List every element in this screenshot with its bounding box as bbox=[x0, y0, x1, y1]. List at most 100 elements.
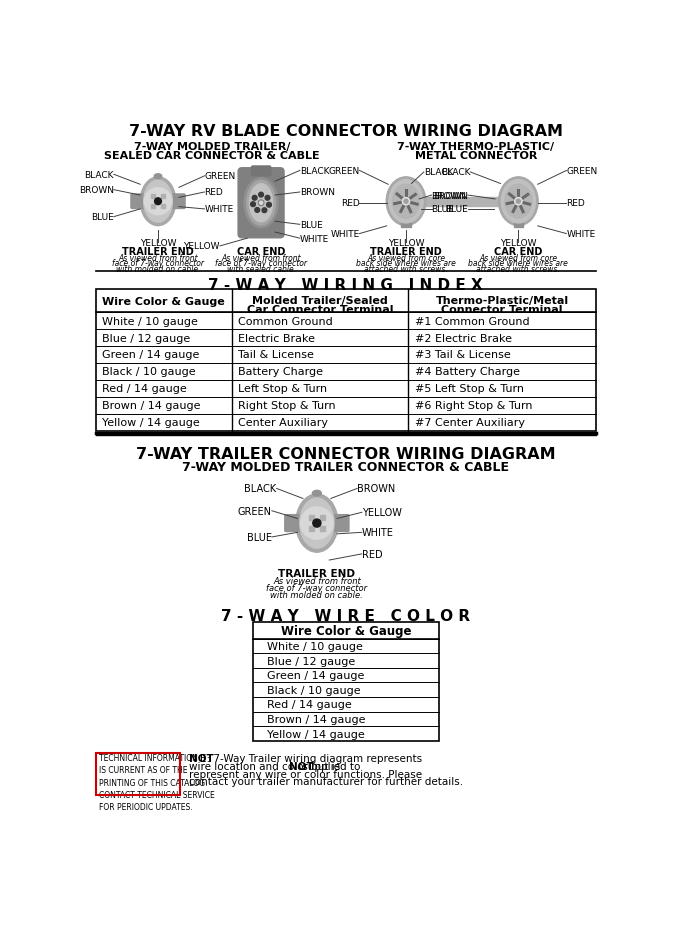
Text: BROWN: BROWN bbox=[433, 191, 468, 200]
Text: NOT: NOT bbox=[289, 761, 313, 771]
Text: Brown / 14 gauge: Brown / 14 gauge bbox=[267, 715, 366, 724]
Text: Green / 14 gauge: Green / 14 gauge bbox=[102, 350, 200, 360]
Text: represent any wire or color functions. Please: represent any wire or color functions. P… bbox=[189, 768, 422, 779]
Ellipse shape bbox=[502, 181, 535, 223]
Text: face of 7-way connector: face of 7-way connector bbox=[267, 583, 367, 592]
Text: YELLOW: YELLOW bbox=[387, 238, 425, 248]
Circle shape bbox=[259, 193, 263, 197]
Text: 7-WAY THERMO-PLASTIC/: 7-WAY THERMO-PLASTIC/ bbox=[397, 142, 554, 152]
Circle shape bbox=[255, 209, 260, 213]
Text: BROWN: BROWN bbox=[79, 186, 114, 195]
Text: White / 10 gauge: White / 10 gauge bbox=[102, 316, 198, 326]
Text: White / 10 gauge: White / 10 gauge bbox=[267, 641, 363, 651]
Text: #7 Center Auxiliary: #7 Center Auxiliary bbox=[414, 418, 524, 427]
Ellipse shape bbox=[313, 490, 321, 497]
Bar bbox=[308, 527, 314, 532]
Text: As viewed from front: As viewed from front bbox=[273, 577, 360, 586]
Text: CAR END: CAR END bbox=[237, 247, 286, 257]
Text: Car Connector Terminal: Car Connector Terminal bbox=[247, 304, 394, 314]
Text: Red / 14 gauge: Red / 14 gauge bbox=[267, 700, 352, 710]
Ellipse shape bbox=[296, 494, 338, 552]
Text: #3 Tail & License: #3 Tail & License bbox=[414, 350, 510, 360]
Text: YELLOW: YELLOW bbox=[500, 238, 537, 248]
Bar bbox=[514, 222, 523, 228]
Ellipse shape bbox=[300, 499, 334, 549]
Text: BLACK: BLACK bbox=[441, 169, 470, 177]
Text: attached with screws.: attached with screws. bbox=[364, 264, 448, 273]
Text: Connector Terminal: Connector Terminal bbox=[441, 304, 563, 314]
Bar bbox=[421, 197, 504, 207]
Text: Wire Color & Gauge: Wire Color & Gauge bbox=[281, 624, 412, 637]
Text: wire location and color but is: wire location and color but is bbox=[189, 761, 344, 771]
Text: face of 7-way connector: face of 7-way connector bbox=[215, 259, 307, 268]
Text: Left Stop & Turn: Left Stop & Turn bbox=[238, 384, 327, 394]
Text: Black / 10 gauge: Black / 10 gauge bbox=[102, 367, 196, 377]
Text: As viewed from front: As viewed from front bbox=[118, 254, 198, 262]
Text: 7-WAY TRAILER CONNECTOR WIRING DIAGRAM: 7-WAY TRAILER CONNECTOR WIRING DIAGRAM bbox=[136, 447, 556, 462]
Text: E: 7-Way Trailer wiring diagram represents: E: 7-Way Trailer wiring diagram represen… bbox=[200, 754, 422, 764]
Text: YELLOW: YELLOW bbox=[140, 238, 176, 248]
Ellipse shape bbox=[389, 181, 423, 223]
FancyBboxPatch shape bbox=[285, 515, 302, 532]
Bar bbox=[161, 205, 165, 209]
Text: BLUE: BLUE bbox=[91, 213, 114, 222]
Text: Thermo-Plastic/Metal: Thermo-Plastic/Metal bbox=[435, 296, 568, 306]
Text: Blue / 12 gauge: Blue / 12 gauge bbox=[102, 333, 190, 343]
Ellipse shape bbox=[244, 179, 278, 229]
Circle shape bbox=[404, 200, 408, 204]
Circle shape bbox=[514, 198, 522, 206]
Ellipse shape bbox=[505, 185, 532, 219]
Text: GREEN: GREEN bbox=[566, 167, 597, 176]
Text: TRAILER END: TRAILER END bbox=[278, 568, 355, 578]
Text: Yellow / 14 gauge: Yellow / 14 gauge bbox=[267, 729, 365, 739]
Text: #4 Battery Charge: #4 Battery Charge bbox=[414, 367, 520, 377]
Text: back side where wires are: back side where wires are bbox=[356, 259, 456, 268]
Bar bbox=[253, 622, 439, 742]
Text: #2 Electric Brake: #2 Electric Brake bbox=[414, 333, 512, 343]
Text: contact your trailer manufacturer for further details.: contact your trailer manufacturer for fu… bbox=[189, 777, 463, 787]
Circle shape bbox=[265, 197, 270, 201]
Text: TRAILER END: TRAILER END bbox=[370, 247, 442, 257]
Text: WHITE: WHITE bbox=[362, 527, 394, 538]
FancyBboxPatch shape bbox=[238, 169, 284, 238]
Circle shape bbox=[252, 197, 257, 201]
Text: RED: RED bbox=[341, 199, 360, 208]
Text: #5 Left Stop & Turn: #5 Left Stop & Turn bbox=[414, 384, 524, 394]
Text: TECHNICAL INFORMATION
IS CURRENT AS OF THE
PRINTING OF THIS CATALOG.
CONTACT TEC: TECHNICAL INFORMATION IS CURRENT AS OF T… bbox=[99, 754, 215, 811]
Text: Electric Brake: Electric Brake bbox=[238, 333, 315, 343]
Bar bbox=[96, 289, 596, 431]
Bar bbox=[320, 527, 325, 532]
Bar bbox=[151, 196, 155, 199]
Text: BROWN: BROWN bbox=[431, 191, 466, 200]
FancyBboxPatch shape bbox=[332, 515, 349, 532]
Ellipse shape bbox=[144, 181, 172, 223]
Text: RED: RED bbox=[205, 188, 223, 197]
Text: BLUE: BLUE bbox=[446, 205, 468, 214]
Ellipse shape bbox=[155, 174, 162, 179]
Text: As viewed from front: As viewed from front bbox=[221, 254, 301, 262]
Text: As viewed from core: As viewed from core bbox=[367, 254, 445, 262]
Circle shape bbox=[155, 198, 161, 206]
Text: CAR END: CAR END bbox=[494, 247, 543, 257]
Text: Right Stop & Turn: Right Stop & Turn bbox=[238, 400, 335, 411]
Circle shape bbox=[313, 519, 321, 527]
Text: SEALED CAR CONNECTOR & CABLE: SEALED CAR CONNECTOR & CABLE bbox=[105, 151, 320, 161]
Text: BLACK: BLACK bbox=[84, 171, 114, 180]
Circle shape bbox=[144, 188, 171, 216]
Ellipse shape bbox=[386, 178, 426, 226]
Text: BLACK: BLACK bbox=[244, 484, 277, 494]
Text: #6 Right Stop & Turn: #6 Right Stop & Turn bbox=[414, 400, 532, 411]
Bar bbox=[151, 205, 155, 209]
Text: WHITE: WHITE bbox=[330, 230, 360, 239]
Text: #1 Common Ground: #1 Common Ground bbox=[414, 316, 529, 326]
Ellipse shape bbox=[250, 184, 273, 222]
Text: Red / 14 gauge: Red / 14 gauge bbox=[102, 384, 187, 394]
Text: METAL CONNECTOR: METAL CONNECTOR bbox=[414, 151, 537, 161]
Text: WHITE: WHITE bbox=[300, 235, 329, 244]
Text: YELLOW: YELLOW bbox=[362, 508, 402, 518]
FancyBboxPatch shape bbox=[171, 195, 185, 210]
Text: Molded Trailer/Sealed: Molded Trailer/Sealed bbox=[252, 296, 388, 306]
Circle shape bbox=[516, 200, 520, 204]
Ellipse shape bbox=[140, 178, 176, 226]
Text: GREEN: GREEN bbox=[328, 167, 360, 176]
